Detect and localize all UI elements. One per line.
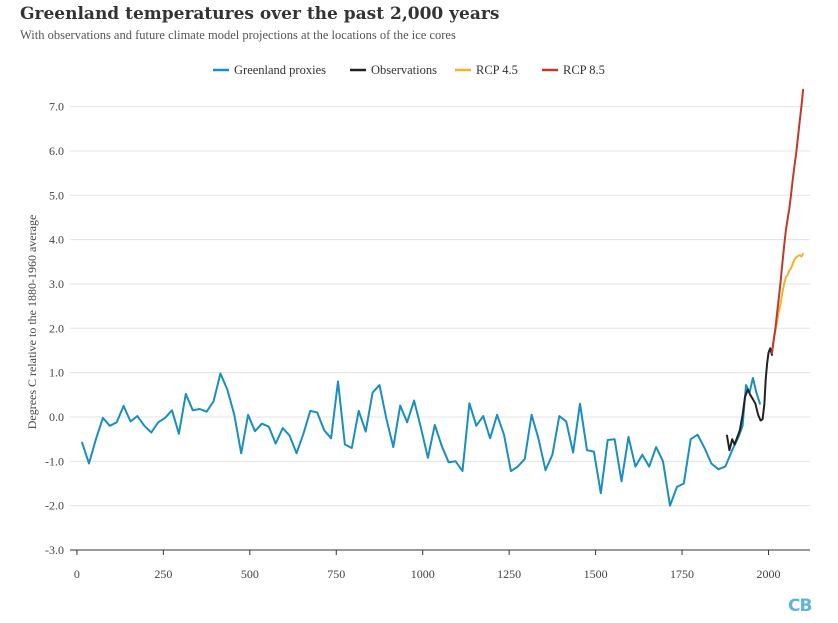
- x-tick-label: 1500: [584, 567, 608, 581]
- y-tick-label: 7.0: [49, 100, 64, 114]
- x-tick-label: 2000: [757, 567, 781, 581]
- x-tick-label: 0: [74, 567, 80, 581]
- y-tick-label: -1.0: [45, 454, 64, 468]
- series-line-rcp-4-5: [771, 252, 805, 354]
- x-tick-label: 750: [327, 567, 345, 581]
- y-tick-label: 0.0: [49, 410, 64, 424]
- y-tick-label: -2.0: [45, 499, 64, 513]
- y-tick-label: 4.0: [49, 233, 64, 247]
- y-tick-label: 1.0: [49, 366, 64, 380]
- series-line-greenland-proxies: [81, 372, 761, 507]
- x-tick-label: 1250: [497, 567, 521, 581]
- legend-label-rcp-8-5: RCP 8.5: [563, 63, 605, 77]
- x-axis: 0 250 500 750 1000 1250 1500 1750 2000: [74, 550, 781, 581]
- series-line-observations: [726, 347, 773, 452]
- x-tick-label: 500: [241, 567, 259, 581]
- legend-label-observations: Observations: [371, 63, 437, 77]
- gridlines: [70, 106, 810, 551]
- y-tick-label: 2.0: [49, 321, 64, 335]
- x-tick-label: 250: [154, 567, 172, 581]
- legend-label-greenland-proxies: Greenland proxies: [234, 63, 326, 77]
- y-tick-label: 6.0: [49, 144, 64, 158]
- legend-label-rcp-4-5: RCP 4.5: [476, 63, 518, 77]
- x-tick-label: 1750: [670, 567, 694, 581]
- chart-subtitle: With observations and future climate mod…: [20, 28, 456, 42]
- y-tick-label: 3.0: [49, 277, 64, 291]
- x-tick-label: 1000: [411, 567, 435, 581]
- y-tick-label: -3.0: [45, 543, 64, 557]
- chart-title: Greenland temperatures over the past 2,0…: [20, 4, 500, 24]
- y-axis-label: Degrees C relative to the 1880-1960 aver…: [25, 215, 39, 430]
- carbon-brief-logo: CB: [788, 596, 812, 616]
- series-line-rcp-8-5: [771, 88, 805, 354]
- chart-legend: Greenland proxies Observations RCP 4.5 RCP …: [213, 63, 605, 77]
- y-axis: -3.0 -2.0 -1.0 0.0 1.0 2.0 3.0 4.0 5.0 6.0 7.0: [45, 100, 64, 557]
- y-tick-label: 5.0: [49, 188, 64, 202]
- data-series: [81, 88, 805, 507]
